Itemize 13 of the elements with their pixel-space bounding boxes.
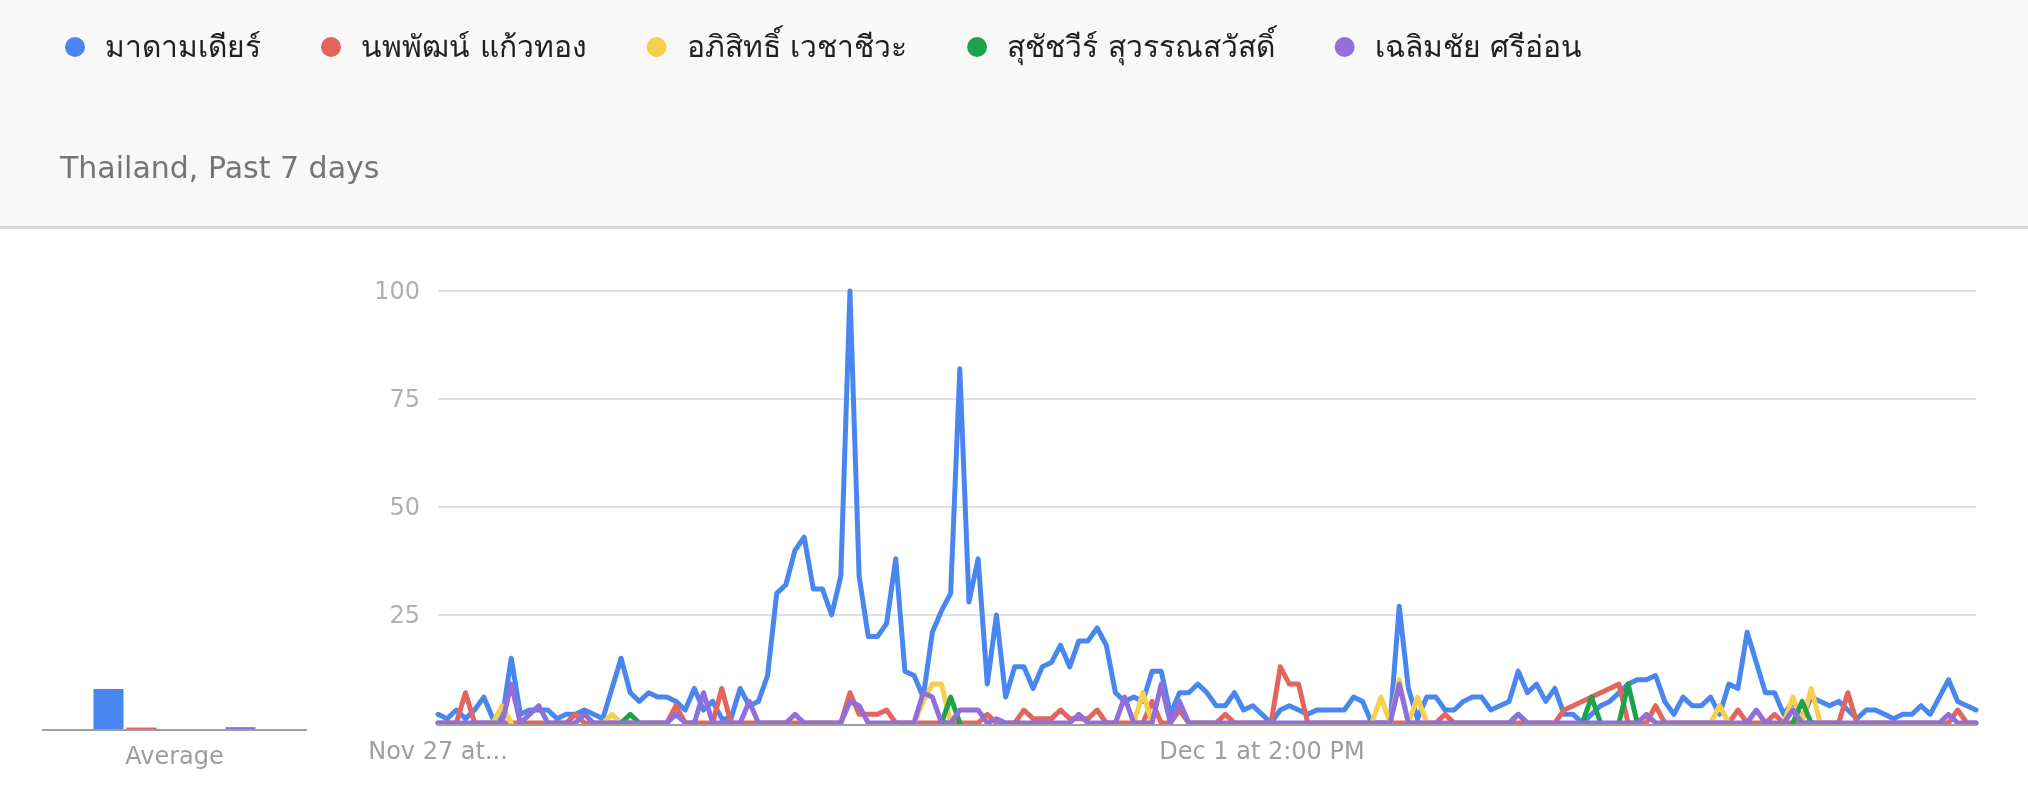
y-tick-label: 25 <box>389 601 420 629</box>
legend-label: สุชัชวีร์ สุวรรณสวัสดิ์ <box>1007 25 1278 66</box>
x-tick-label: Average <box>125 742 224 770</box>
y-tick-label: 100 <box>374 277 420 305</box>
chart-subtitle: Thailand, Past 7 days <box>59 150 380 185</box>
legend-label: อภิสิทธิ์ เวชาชีวะ <box>686 25 908 64</box>
y-tick-label: 75 <box>389 385 420 413</box>
legend-label: เฉลิมชัย ศรีอ่อน <box>1374 29 1583 64</box>
legend-label: มาดามเดียร์ <box>105 29 261 64</box>
x-tick-label: Dec 1 at 2:00 PM <box>1159 737 1365 765</box>
y-tick-label: 50 <box>389 493 420 521</box>
x-tick-label: Nov 27 at... <box>368 737 508 765</box>
legend-label: นพพัฒน์ แก้วทอง <box>361 29 587 64</box>
